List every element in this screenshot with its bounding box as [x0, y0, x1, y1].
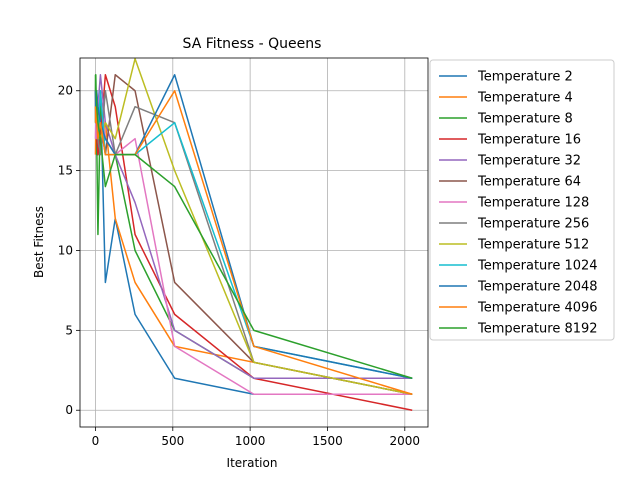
legend-label: Temperature 512	[477, 238, 589, 253]
legend-label: Temperature 16	[477, 133, 581, 148]
y-tick-label: 5	[65, 323, 73, 337]
legend-label: Temperature 2	[477, 70, 573, 85]
series-line-13	[94, 74, 413, 379]
legend-label: Temperature 8	[477, 112, 573, 127]
y-tick-label: 0	[65, 403, 73, 417]
x-axis-title: Iteration	[227, 456, 278, 470]
legend-label: Temperature 256	[477, 217, 589, 232]
legend-label: Temperature 1024	[477, 259, 598, 274]
series-lines	[94, 58, 413, 411]
legend-label: Temperature 4	[477, 91, 573, 106]
y-axis-title: Best Fitness	[32, 206, 46, 278]
legend: Temperature 2 Temperature 4 Temperature 8 T…	[429, 59, 615, 341]
x-axis-ticks: 0 500 1000 1500 2000	[92, 427, 420, 448]
plot-frame	[79, 57, 429, 428]
series-line-5	[94, 74, 413, 380]
legend-label: Temperature 8192	[477, 322, 598, 337]
legend-label: Temperature 128	[477, 196, 589, 211]
x-tick-label: 1000	[235, 434, 266, 448]
series-line-10	[94, 90, 413, 380]
legend-label: Temperature 4096	[477, 301, 598, 316]
legend-box	[429, 59, 615, 341]
x-tick-label: 1500	[312, 434, 343, 448]
x-tick-label: 500	[161, 434, 184, 448]
legend-label: Temperature 32	[477, 154, 581, 169]
y-tick-label: 10	[58, 243, 73, 257]
series-line-8	[94, 90, 413, 395]
series-line-1	[94, 90, 413, 395]
series-line-7	[94, 90, 413, 395]
legend-label: Temperature 64	[477, 175, 581, 190]
x-tick-label: 2000	[390, 434, 421, 448]
x-tick-label: 0	[92, 434, 100, 448]
y-tick-label: 20	[58, 84, 73, 98]
y-axis-ticks: 0 5 10 15 20	[58, 84, 80, 417]
y-tick-label: 15	[58, 164, 73, 178]
series-line-2	[94, 90, 413, 395]
grid	[80, 58, 428, 427]
legend-label: Temperature 2048	[477, 280, 598, 295]
chart-title: SA Fitness - Queens	[183, 36, 322, 52]
series-line-12	[94, 90, 413, 395]
